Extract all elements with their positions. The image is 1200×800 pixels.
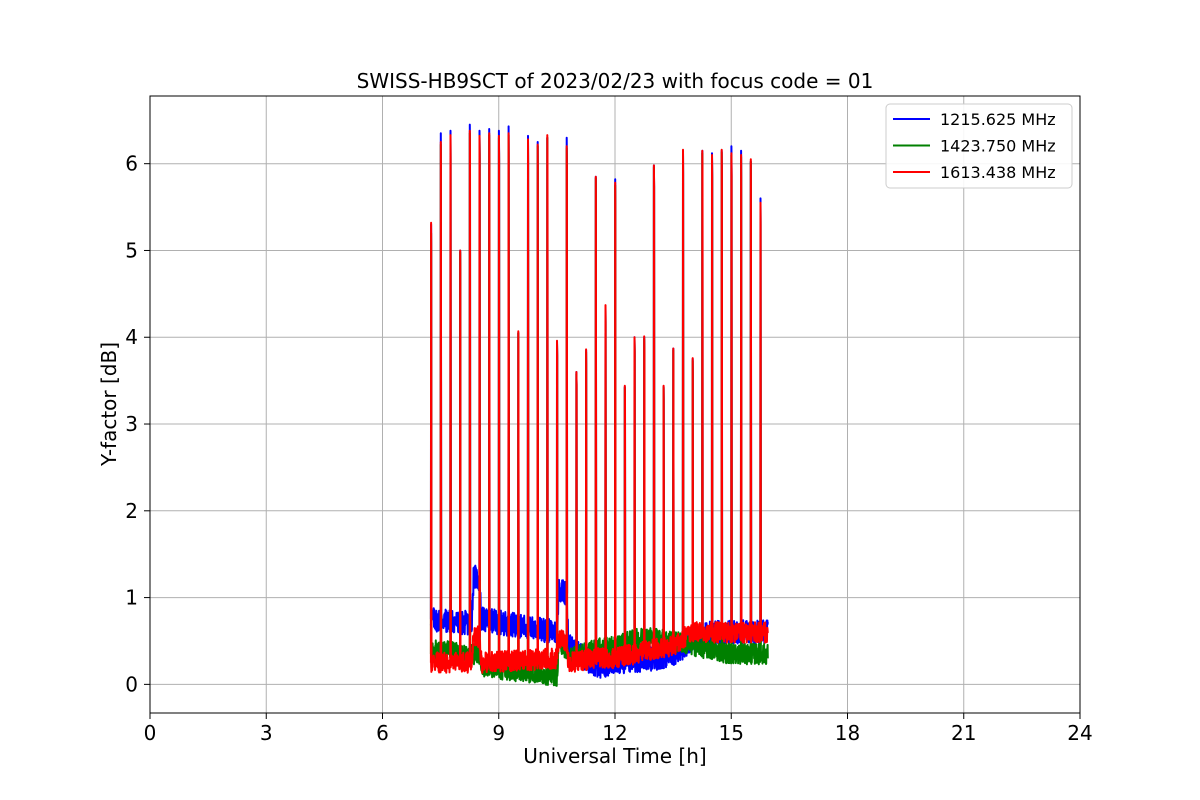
series-line bbox=[429, 129, 769, 674]
x-tick-label: 9 bbox=[492, 721, 505, 745]
x-tick-label: 0 bbox=[144, 721, 157, 745]
y-tick-label: 3 bbox=[125, 412, 138, 436]
y-tick-label: 2 bbox=[125, 499, 138, 523]
legend-label: 1423.750 MHz bbox=[940, 137, 1056, 156]
x-tick-label: 15 bbox=[719, 721, 744, 745]
x-tick-label: 24 bbox=[1067, 721, 1092, 745]
x-tick-label: 21 bbox=[951, 721, 976, 745]
y-tick-label: 1 bbox=[125, 586, 138, 610]
legend: 1215.625 MHz 1423.750 MHz 1613.438 MHz bbox=[885, 103, 1073, 189]
y-tick-label: 5 bbox=[125, 238, 138, 262]
y-axis-label: Y-factor [dB] bbox=[97, 342, 121, 467]
x-axis-label: Universal Time [h] bbox=[523, 744, 706, 768]
x-tick-label: 3 bbox=[260, 721, 273, 745]
legend-label: 1215.625 MHz bbox=[940, 110, 1056, 129]
series-group bbox=[429, 123, 769, 687]
y-tick-label: 4 bbox=[125, 325, 138, 349]
y-tick-label: 6 bbox=[125, 152, 138, 176]
x-tick-label: 6 bbox=[376, 721, 389, 745]
legend-label: 1613.438 MHz bbox=[940, 163, 1056, 182]
chart-title: SWISS-HB9SCT of 2023/02/23 with focus co… bbox=[357, 69, 874, 93]
legend-box bbox=[885, 103, 1073, 189]
y-tick-label: 0 bbox=[125, 672, 138, 696]
x-tick-label: 12 bbox=[602, 721, 627, 745]
x-tick-label: 18 bbox=[835, 721, 860, 745]
